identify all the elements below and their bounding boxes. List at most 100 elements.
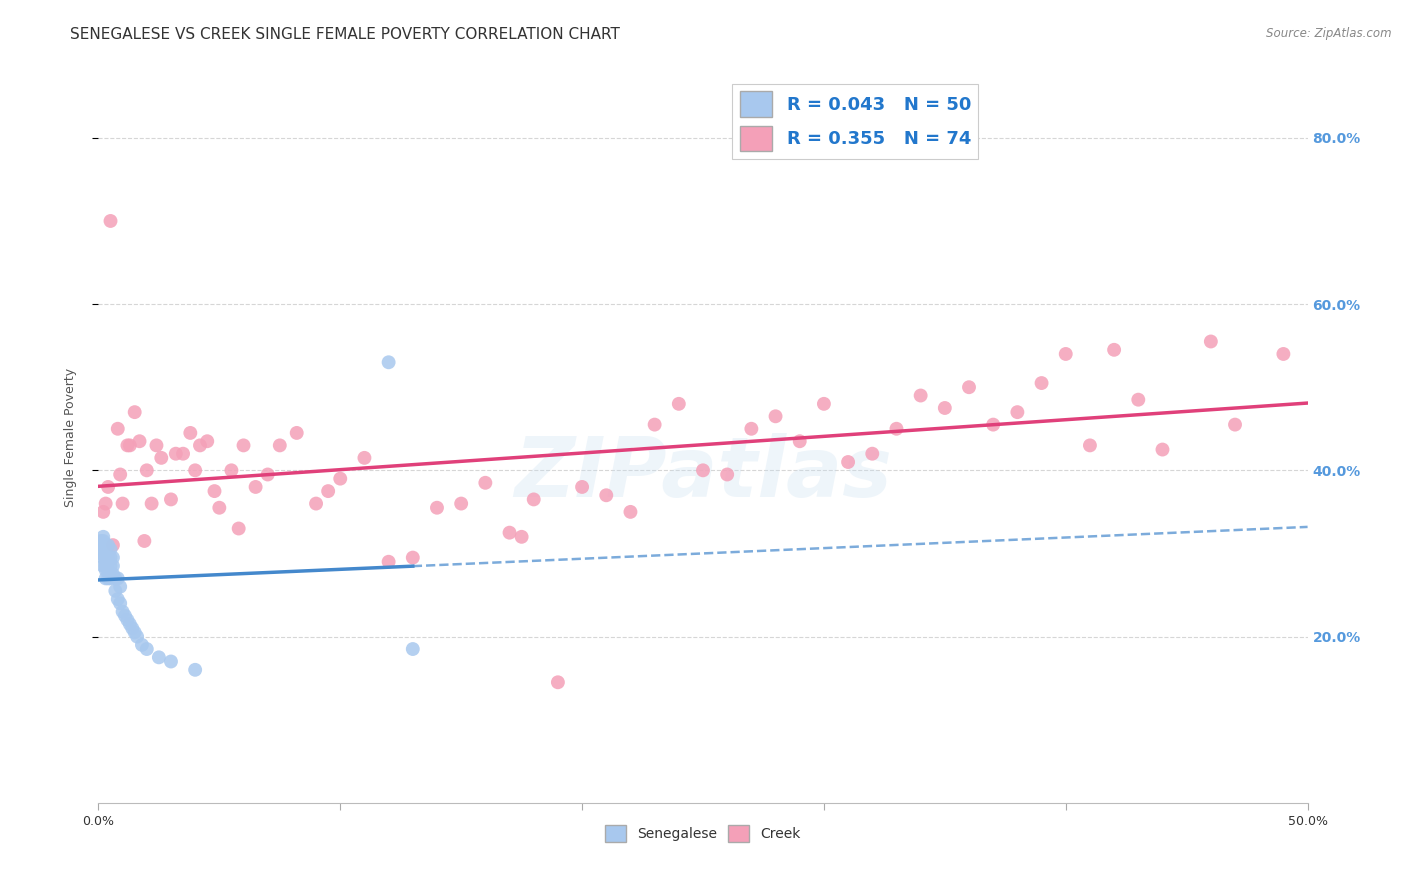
Point xyxy=(111,497,134,511)
Point xyxy=(426,500,449,515)
Point xyxy=(160,492,183,507)
Point xyxy=(94,563,117,577)
Legend: Senegalese, Creek: Senegalese, Creek xyxy=(600,819,806,847)
Point xyxy=(184,663,207,677)
Point xyxy=(1272,347,1295,361)
Point xyxy=(141,497,163,511)
Point xyxy=(740,422,762,436)
Point xyxy=(118,617,141,632)
Point xyxy=(117,438,139,452)
Point xyxy=(208,500,231,515)
Point xyxy=(104,583,127,598)
Point xyxy=(150,450,173,465)
Point xyxy=(91,538,114,552)
Point xyxy=(97,563,120,577)
Point xyxy=(619,505,641,519)
Point xyxy=(402,642,425,657)
Point xyxy=(134,533,156,548)
Point xyxy=(232,438,254,452)
Point xyxy=(1102,343,1125,357)
Point xyxy=(127,630,149,644)
Point xyxy=(118,438,141,452)
Point xyxy=(1152,442,1174,457)
Point xyxy=(111,605,134,619)
Point xyxy=(124,405,146,419)
Point xyxy=(94,497,117,511)
Point xyxy=(353,450,375,465)
Point xyxy=(1007,405,1029,419)
Point xyxy=(228,521,250,535)
Point xyxy=(160,655,183,669)
Point xyxy=(184,463,207,477)
Point xyxy=(644,417,666,432)
Point xyxy=(91,505,114,519)
Point xyxy=(316,484,339,499)
Point xyxy=(104,571,127,585)
Point xyxy=(305,497,328,511)
Text: ZIPatlas: ZIPatlas xyxy=(515,434,891,514)
Point xyxy=(100,214,122,228)
Point xyxy=(510,530,533,544)
Point xyxy=(107,422,129,436)
Point xyxy=(450,497,472,511)
Point xyxy=(91,550,114,565)
Point xyxy=(523,492,546,507)
Point xyxy=(145,438,167,452)
Point xyxy=(91,546,114,560)
Point xyxy=(860,447,883,461)
Point xyxy=(148,650,170,665)
Point xyxy=(285,425,308,440)
Point xyxy=(108,580,131,594)
Point xyxy=(716,467,738,482)
Point xyxy=(245,480,267,494)
Point xyxy=(100,550,122,565)
Point xyxy=(94,571,117,585)
Point xyxy=(402,550,425,565)
Point xyxy=(97,480,120,494)
Point xyxy=(329,472,352,486)
Point xyxy=(121,621,143,635)
Point xyxy=(124,625,146,640)
Point xyxy=(100,558,122,573)
Point xyxy=(498,525,520,540)
Point xyxy=(595,488,617,502)
Point xyxy=(94,558,117,573)
Point xyxy=(101,558,124,573)
Point xyxy=(97,555,120,569)
Point xyxy=(179,425,201,440)
Point xyxy=(94,546,117,560)
Point xyxy=(108,467,131,482)
Point xyxy=(195,434,218,449)
Point xyxy=(108,596,131,610)
Text: SENEGALESE VS CREEK SINGLE FEMALE POVERTY CORRELATION CHART: SENEGALESE VS CREEK SINGLE FEMALE POVERT… xyxy=(70,27,620,42)
Point xyxy=(269,438,291,452)
Point xyxy=(165,447,187,461)
Point xyxy=(1199,334,1222,349)
Point xyxy=(1031,376,1053,390)
Text: Source: ZipAtlas.com: Source: ZipAtlas.com xyxy=(1267,27,1392,40)
Point xyxy=(256,467,278,482)
Point xyxy=(765,409,787,424)
Point xyxy=(474,475,496,490)
Point xyxy=(1078,438,1101,452)
Point xyxy=(100,542,122,557)
Point xyxy=(94,550,117,565)
Point xyxy=(107,571,129,585)
Point xyxy=(90,533,112,548)
Point xyxy=(94,555,117,569)
Point xyxy=(97,538,120,552)
Point xyxy=(91,533,114,548)
Point xyxy=(117,613,139,627)
Point xyxy=(571,480,593,494)
Point xyxy=(981,417,1004,432)
Point xyxy=(204,484,226,499)
Point xyxy=(934,401,956,415)
Point xyxy=(188,438,211,452)
Point xyxy=(135,463,157,477)
Point xyxy=(114,608,136,623)
Point xyxy=(90,538,112,552)
Point xyxy=(886,422,908,436)
Point xyxy=(692,463,714,477)
Point xyxy=(789,434,811,449)
Point xyxy=(135,642,157,657)
